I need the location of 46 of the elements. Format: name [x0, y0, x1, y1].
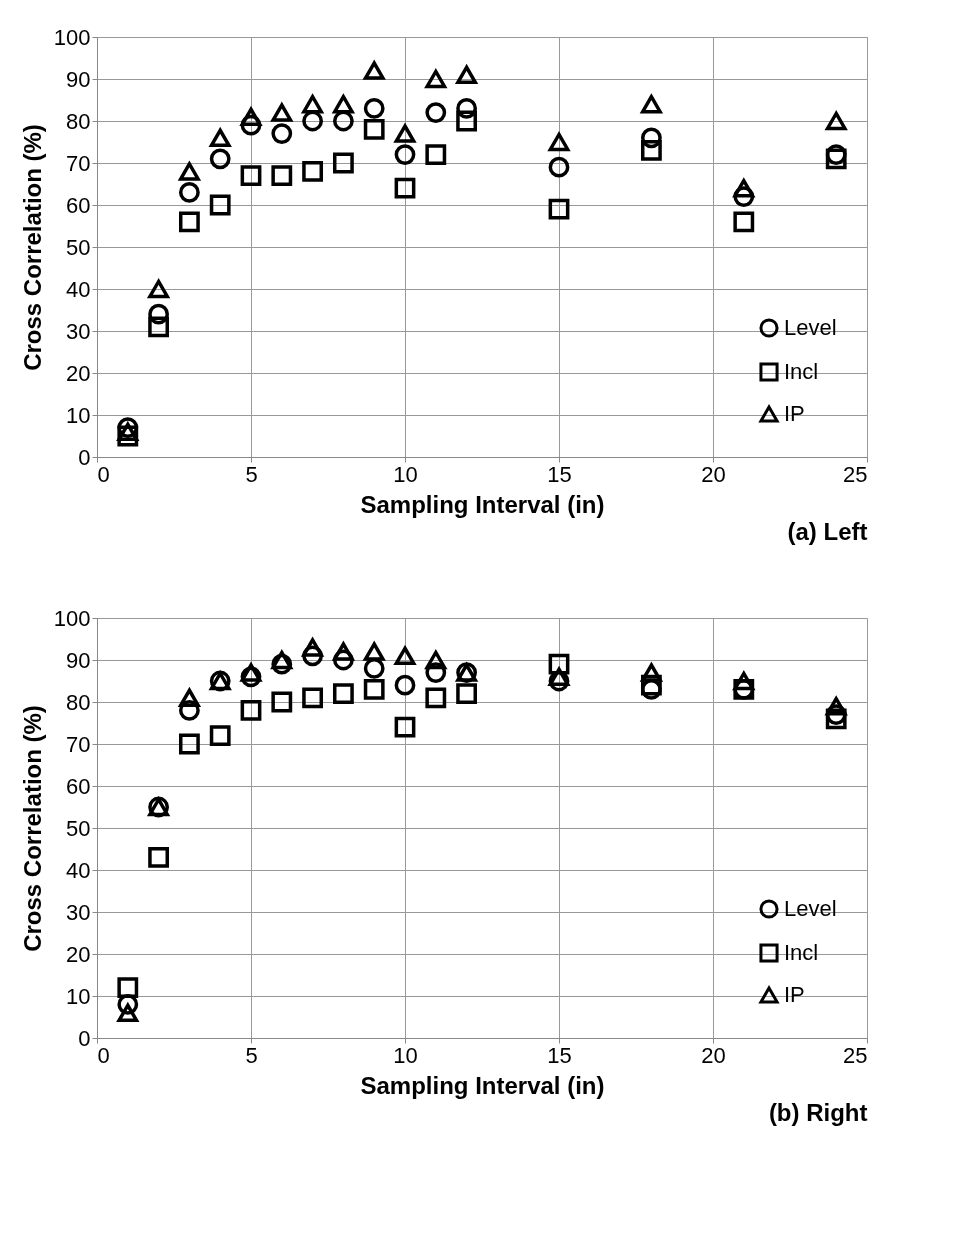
y-tick-label: 100	[53, 24, 91, 50]
legend-label: Incl	[784, 359, 819, 384]
x-tick-label: 10	[393, 1042, 418, 1068]
y-tick-label: 50	[66, 815, 91, 841]
y-tick-label: 90	[66, 647, 91, 673]
legend-label: Level	[784, 896, 837, 921]
legend-label: IP	[784, 982, 805, 1007]
y-tick-label: 30	[66, 899, 91, 925]
y-tick-label: 20	[66, 941, 91, 967]
x-tick-label: 25	[843, 1042, 868, 1068]
y-tick-label: 60	[66, 192, 91, 218]
y-tick-label: 50	[66, 234, 91, 260]
x-tick-label: 0	[97, 1042, 110, 1068]
y-tick-label: 100	[53, 605, 91, 631]
x-tick-label: 5	[245, 1042, 258, 1068]
y-tick-label: 70	[66, 150, 91, 176]
y-tick-label: 0	[78, 1025, 91, 1051]
y-tick-label: 40	[66, 857, 91, 883]
x-tick-label: 20	[701, 461, 726, 487]
x-axis-title: Sampling Interval (in)	[360, 1071, 605, 1099]
x-tick-label: 15	[547, 461, 572, 487]
x-tick-label: 15	[547, 1042, 572, 1068]
x-tick-label: 20	[701, 1042, 726, 1068]
y-tick-label: 20	[66, 360, 91, 386]
legend-label: IP	[784, 401, 805, 426]
y-tick-label: 60	[66, 773, 91, 799]
x-tick-label: 25	[843, 461, 868, 487]
y-tick-label: 70	[66, 731, 91, 757]
text: (a) Left	[787, 518, 868, 545]
y-tick-label: 0	[78, 444, 91, 470]
y-axis-title: Cross Correlation (%)	[18, 124, 46, 371]
y-tick-label: 10	[66, 983, 91, 1009]
y-tick-label: 80	[66, 689, 91, 715]
y-tick-label: 80	[66, 108, 91, 134]
y-tick-label: 10	[66, 402, 91, 428]
y-tick-label: 40	[66, 276, 91, 302]
text: (b) Right	[768, 1099, 868, 1126]
x-tick-label: 0	[97, 461, 110, 487]
y-tick-label: 30	[66, 318, 91, 344]
x-tick-label: 10	[393, 461, 418, 487]
y-axis-title: Cross Correlation (%)	[18, 705, 46, 952]
y-tick-label: 90	[66, 66, 91, 92]
x-axis-title: Sampling Interval (in)	[360, 490, 605, 518]
x-tick-label: 5	[245, 461, 258, 487]
legend-label: Level	[784, 315, 837, 340]
legend-label: Incl	[784, 940, 819, 965]
